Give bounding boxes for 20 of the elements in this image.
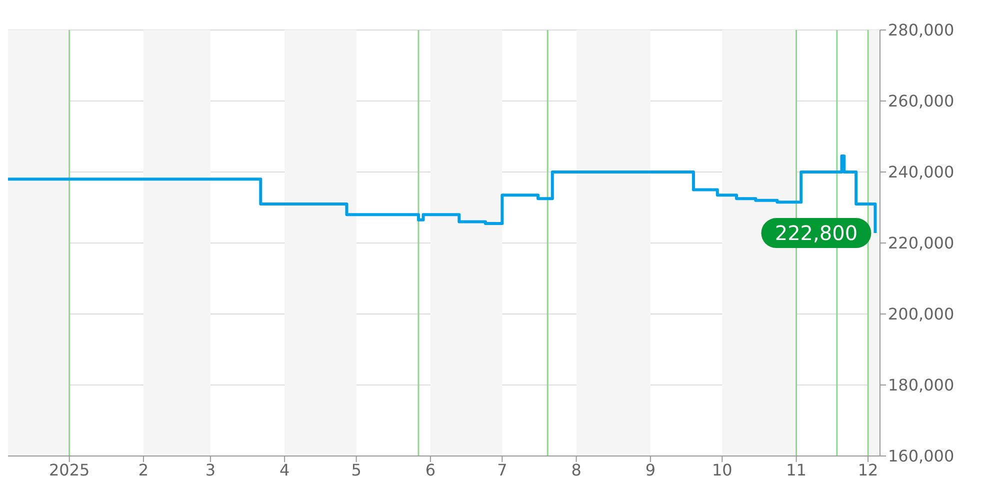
x-tick-label: 8	[571, 460, 582, 480]
y-tick-label: 240,000	[888, 162, 954, 182]
y-tick-label: 180,000	[888, 376, 954, 395]
x-tick-label: 7	[497, 460, 508, 480]
x-tick-label: 12	[858, 460, 878, 480]
y-tick-label: 260,000	[888, 92, 954, 111]
x-tick-label: 3	[205, 460, 216, 480]
x-tick-label: 4	[279, 460, 290, 480]
x-tick-label: 2025	[48, 460, 90, 480]
x-tick-label: 2	[138, 460, 149, 480]
y-tick-label: 220,000	[888, 234, 954, 253]
annotation: 222,800	[774, 221, 858, 246]
y-tick-label: 280,000	[888, 20, 954, 40]
x-tick-label: 10	[712, 460, 732, 480]
x-tick-label: 11	[786, 460, 806, 480]
x-tick-label: 9	[645, 460, 656, 480]
x-tick-label: 5	[351, 460, 362, 480]
y-tick-label: 160,000	[888, 446, 954, 466]
x-tick-label: 6	[425, 460, 436, 480]
y-tick-label: 200,000	[888, 304, 954, 324]
